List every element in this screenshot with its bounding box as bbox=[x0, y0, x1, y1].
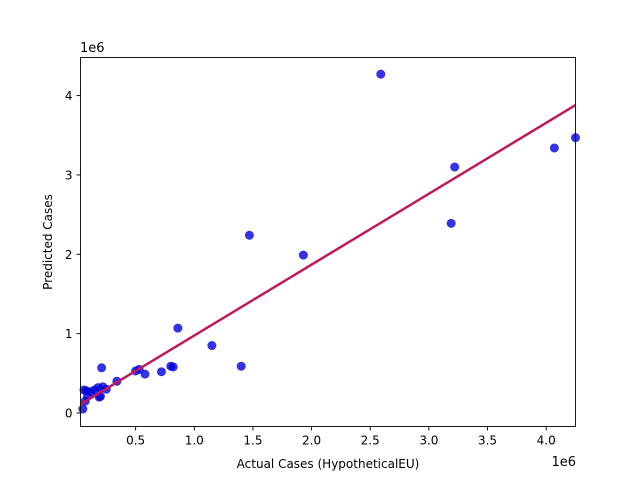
x-tick-label: 3.5 bbox=[478, 434, 497, 448]
data-point bbox=[78, 404, 88, 414]
data-point bbox=[97, 363, 107, 373]
y-tick-label: 0 bbox=[65, 407, 73, 421]
data-point bbox=[446, 218, 456, 228]
y-tick-label: 3 bbox=[65, 168, 73, 182]
x-tick-label: 4.0 bbox=[537, 434, 556, 448]
x-axis-label: Actual Cases (HypotheticalEU) bbox=[237, 457, 420, 471]
x-tick-label: 2.5 bbox=[361, 434, 380, 448]
x-tick-label: 2.0 bbox=[302, 434, 321, 448]
x-tick-label: 1.0 bbox=[185, 434, 204, 448]
y-tick-label: 4 bbox=[65, 89, 73, 103]
data-point bbox=[450, 162, 460, 172]
y-scale-label: 1e6 bbox=[80, 41, 105, 56]
data-point bbox=[549, 143, 559, 153]
regression-line bbox=[79, 104, 577, 406]
y-axis-label: Predicted Cases bbox=[41, 194, 55, 290]
x-tick-label: 0.5 bbox=[126, 434, 145, 448]
y-tick-label: 1 bbox=[65, 327, 73, 341]
x-tick-label: 1.5 bbox=[243, 434, 262, 448]
x-tick-label: 3.0 bbox=[419, 434, 438, 448]
data-point bbox=[156, 367, 166, 377]
data-point bbox=[376, 69, 386, 79]
data-point bbox=[173, 323, 183, 333]
data-point bbox=[168, 362, 178, 372]
data-point bbox=[236, 361, 246, 371]
x-scale-label: 1e6 bbox=[551, 455, 576, 470]
data-point bbox=[207, 341, 217, 351]
data-point bbox=[298, 250, 308, 260]
data-point bbox=[140, 369, 150, 379]
data-point bbox=[244, 230, 254, 240]
y-tick-label: 2 bbox=[65, 248, 73, 262]
plot-frame bbox=[80, 57, 576, 427]
